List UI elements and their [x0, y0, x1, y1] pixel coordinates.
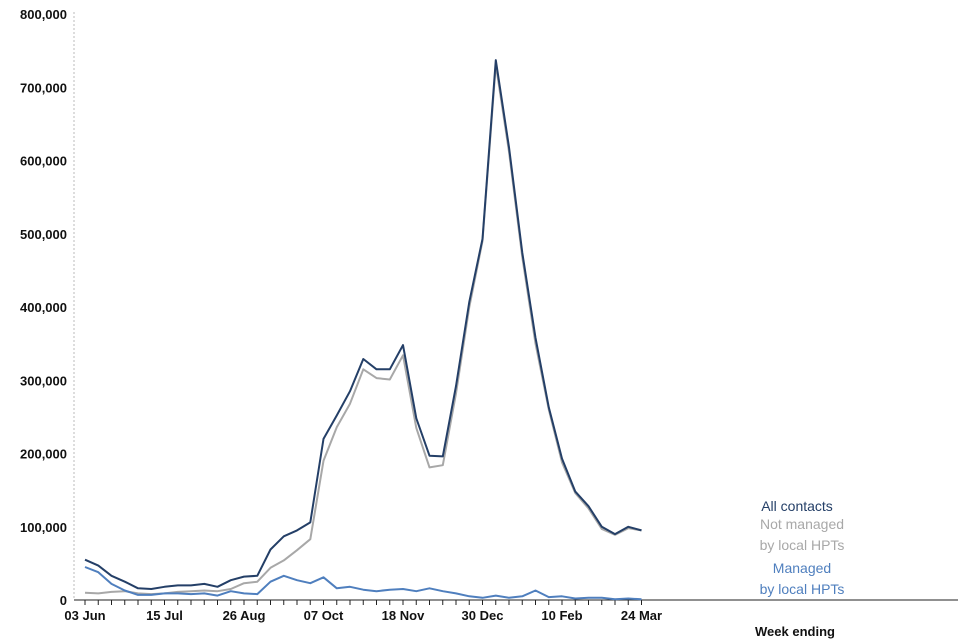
series-label: by local HPTs — [760, 537, 845, 553]
x-axis-label: Week ending — [755, 624, 835, 639]
y-axis-ticks: 0 100,000 200,000 300,000 400,000 500,000 600,… — [20, 7, 67, 608]
x-axis-ticks: 03 Jun 15 Jul 26 Aug 07 Oct 18 Nov 30 Dec 10 F… — [64, 600, 662, 623]
x-tick-label: 15 Jul — [146, 608, 183, 623]
y-tick-label: 100,000 — [20, 520, 67, 535]
series-line-not-managed — [84, 63, 642, 596]
y-tick-label: 500,000 — [20, 227, 67, 242]
axes — [73, 12, 958, 601]
x-tick-label: 24 Mar — [621, 608, 662, 623]
series-label: All contacts — [761, 498, 833, 514]
series-lines — [84, 59, 642, 601]
series-label: by local HPTs — [760, 581, 845, 597]
series-label: Not managed — [760, 516, 844, 532]
y-tick-label: 600,000 — [20, 154, 67, 169]
series-line-all-contacts — [84, 59, 642, 590]
y-tick-label: 0 — [60, 593, 67, 608]
y-tick-label: 400,000 — [20, 300, 67, 315]
series-line-managed — [84, 566, 642, 601]
series-labels: All contacts Not managed by local HPTs Mana… — [760, 498, 845, 597]
series-label: Managed — [773, 560, 831, 576]
x-tick-label: 30 Dec — [462, 608, 504, 623]
y-tick-label: 800,000 — [20, 7, 67, 22]
x-tick-label: 26 Aug — [223, 608, 266, 623]
x-tick-label: 07 Oct — [304, 608, 344, 623]
y-tick-label: 700,000 — [20, 80, 67, 95]
x-tick-label: 03 Jun — [64, 608, 105, 623]
x-tick-label: 18 Nov — [382, 608, 425, 623]
y-tick-label: 300,000 — [20, 373, 67, 388]
x-tick-label: 10 Feb — [541, 608, 582, 623]
y-tick-label: 200,000 — [20, 447, 67, 462]
